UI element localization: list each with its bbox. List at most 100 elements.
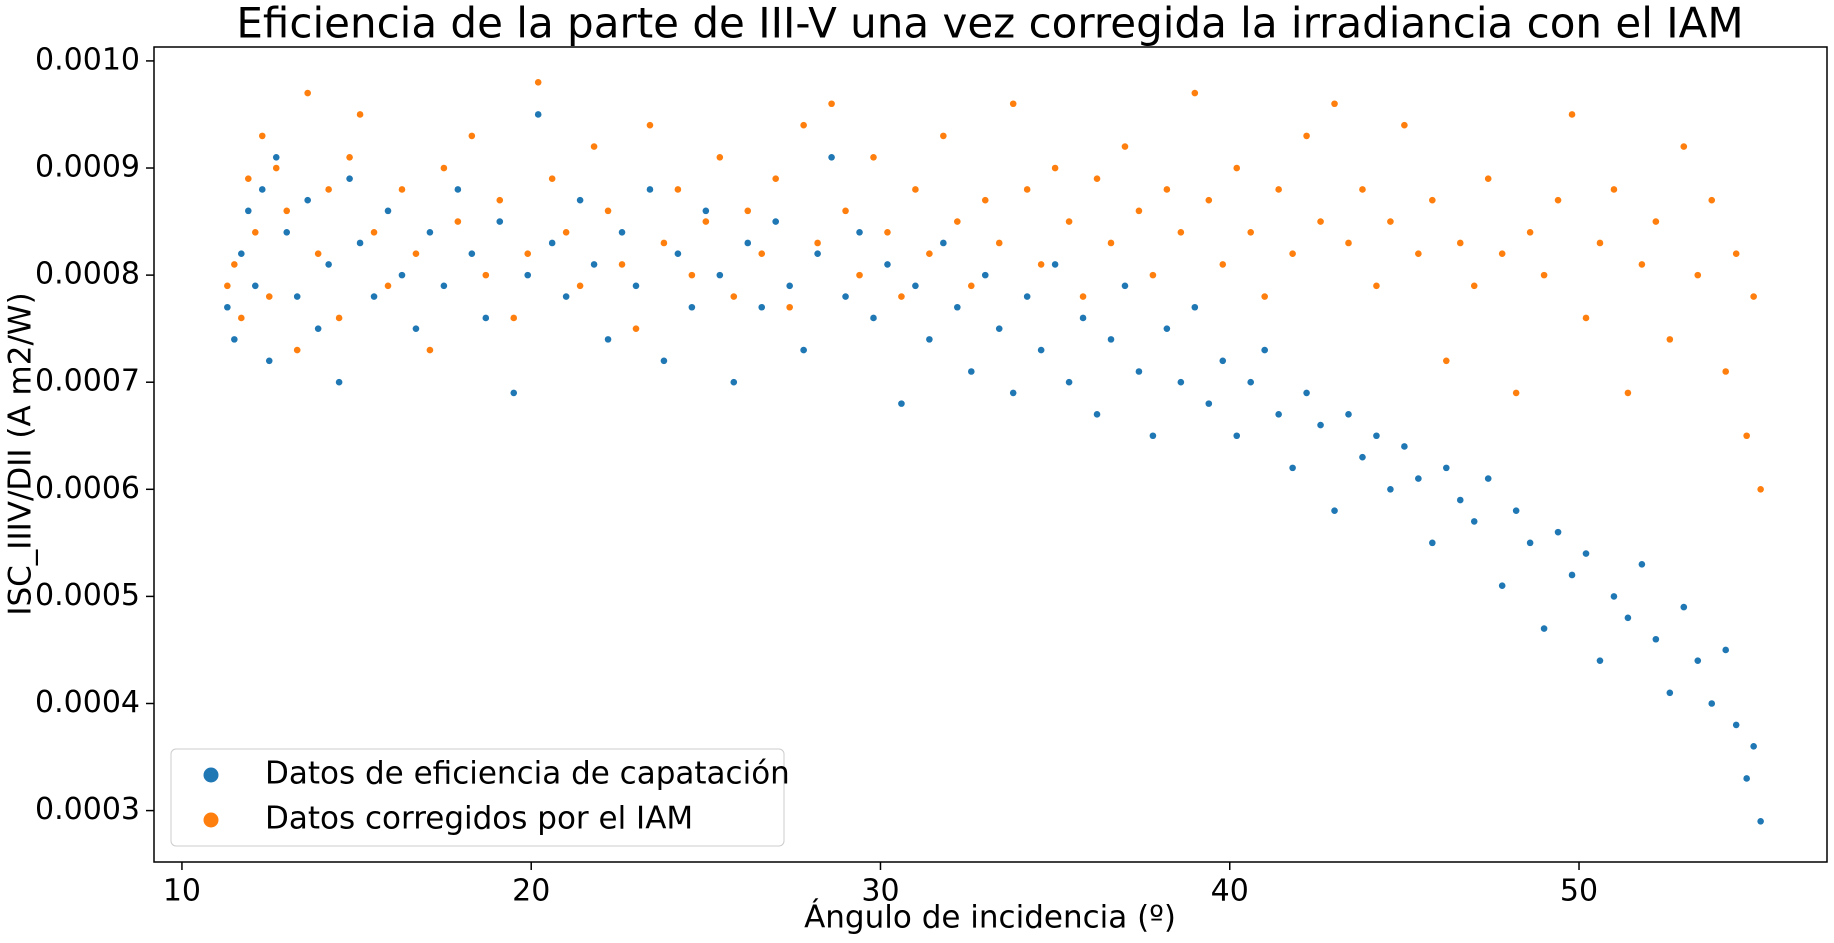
data-point — [981, 196, 989, 204]
data-point — [325, 261, 332, 268]
data-point — [688, 303, 696, 311]
data-point — [1666, 336, 1674, 343]
data-point — [231, 336, 238, 343]
data-point — [995, 325, 1003, 332]
data-point — [1757, 486, 1764, 493]
data-point — [1732, 721, 1740, 729]
data-point — [1093, 411, 1101, 418]
data-point — [1121, 143, 1129, 150]
data-point — [1079, 314, 1087, 322]
data-point — [1512, 389, 1520, 397]
data-point — [954, 303, 961, 311]
data-point — [496, 218, 504, 225]
data-point — [730, 378, 738, 386]
data-point — [398, 186, 406, 193]
data-point — [1177, 378, 1185, 386]
y-tick-label: 0.0005 — [35, 578, 140, 613]
data-point — [1743, 775, 1750, 782]
data-point — [1743, 432, 1750, 440]
data-point — [576, 282, 584, 290]
data-point — [1680, 603, 1688, 611]
data-point — [1694, 657, 1702, 664]
data-point — [1233, 432, 1241, 440]
data-point — [1177, 228, 1185, 236]
data-point — [325, 186, 332, 193]
chart-title: Eficiencia de la parte de III-V una vez … — [236, 0, 1743, 48]
data-point — [758, 303, 766, 311]
y-tick-label: 0.0009 — [35, 150, 140, 185]
data-point — [618, 228, 626, 236]
data-point — [1373, 432, 1380, 440]
data-point — [758, 250, 766, 257]
y-tick-label: 0.0003 — [35, 792, 140, 827]
data-point — [534, 79, 542, 86]
data-point — [454, 218, 462, 225]
legend-label: Datos de eficiencia de capatación — [265, 756, 790, 792]
y-tick-label: 0.0006 — [35, 471, 140, 506]
data-point — [562, 228, 570, 236]
data-point — [870, 154, 877, 161]
data-point — [1219, 261, 1227, 268]
data-point — [590, 261, 598, 268]
plot-area — [224, 79, 1764, 825]
plot-frame — [153, 46, 1828, 863]
data-point — [604, 207, 612, 215]
data-point — [1289, 464, 1296, 472]
data-point — [1401, 443, 1408, 450]
data-point — [524, 271, 532, 279]
data-point — [1540, 271, 1548, 279]
data-point — [1750, 743, 1757, 750]
data-point — [1247, 378, 1255, 386]
data-point — [1065, 218, 1073, 225]
data-point — [800, 346, 807, 354]
data-point — [1331, 507, 1338, 515]
data-point — [1149, 271, 1157, 279]
data-point — [251, 282, 259, 290]
data-point — [346, 175, 353, 183]
data-point — [842, 293, 849, 300]
data-point — [884, 261, 891, 268]
data-point — [660, 239, 668, 247]
data-point — [716, 154, 724, 161]
data-point — [786, 303, 793, 311]
legend-marker — [203, 767, 219, 783]
data-point — [1582, 314, 1590, 322]
data-point — [454, 186, 462, 193]
data-point — [510, 389, 518, 397]
data-point — [1107, 239, 1115, 247]
data-point — [245, 207, 252, 215]
data-point — [224, 282, 231, 290]
data-point — [496, 196, 504, 204]
data-point — [1568, 111, 1576, 118]
data-point — [548, 239, 556, 247]
data-point — [1345, 411, 1352, 418]
data-point — [1121, 282, 1129, 290]
data-point — [1610, 186, 1618, 193]
data-point — [1317, 218, 1324, 225]
data-point — [800, 121, 807, 129]
data-point — [1037, 346, 1045, 354]
x-tick-label: 10 — [163, 874, 201, 909]
data-point — [1610, 593, 1618, 600]
data-point — [384, 282, 392, 290]
data-point — [646, 121, 654, 129]
data-point — [1415, 250, 1422, 257]
data-point — [1303, 132, 1310, 140]
data-point — [398, 271, 406, 279]
data-point — [314, 250, 322, 257]
data-point — [702, 207, 710, 215]
data-point — [730, 293, 738, 300]
data-point — [1429, 196, 1436, 204]
data-point — [590, 143, 598, 150]
data-point — [1652, 635, 1660, 643]
data-point — [1275, 411, 1282, 418]
data-point — [940, 239, 947, 247]
data-point — [981, 271, 989, 279]
data-point — [1093, 175, 1101, 183]
data-point — [702, 218, 710, 225]
data-point — [1680, 143, 1688, 150]
data-point — [1345, 239, 1352, 247]
data-point — [412, 250, 420, 257]
data-point — [1261, 346, 1268, 354]
data-point — [1470, 282, 1478, 290]
